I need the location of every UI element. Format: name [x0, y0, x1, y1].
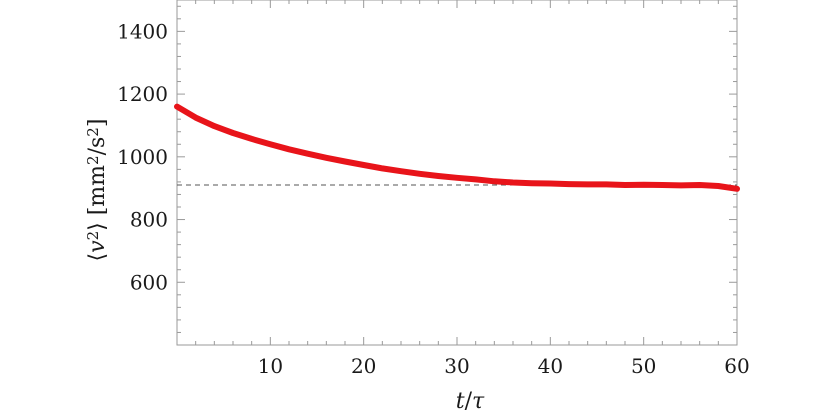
y-tick-label: 800	[130, 208, 168, 232]
x-tick-label: 50	[631, 354, 656, 378]
x-tick-label: 30	[444, 354, 469, 378]
x-tick-label: 10	[258, 354, 283, 378]
y-tick-label: 1200	[117, 82, 168, 106]
plot-frame	[176, 0, 738, 346]
y-axis-label: ⟨v2⟩ [mm2/s2]	[84, 119, 110, 262]
x-axis-label: t/τ	[456, 389, 485, 414]
y-tick-label: 1000	[117, 145, 168, 169]
tick-labels: 10 20 30 40 50 60 600 800 1000 1200 1400	[117, 19, 750, 378]
y-tick-label: 600	[130, 270, 168, 294]
x-tick-label: 40	[538, 354, 563, 378]
x-tick-label: 60	[724, 354, 749, 378]
series-line	[174, 103, 740, 192]
x-tick-label: 20	[351, 354, 376, 378]
y-tick-label: 1400	[117, 19, 168, 43]
ticks	[176, 0, 738, 346]
